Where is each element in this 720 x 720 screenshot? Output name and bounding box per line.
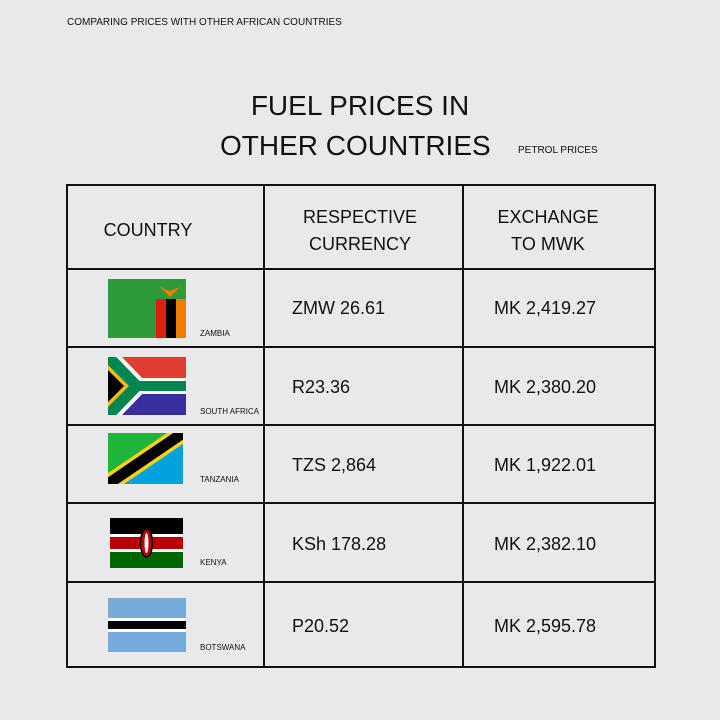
column-header: EXCHANGE TO MWK <box>497 207 599 254</box>
row-line <box>66 268 656 270</box>
row-line <box>66 424 656 426</box>
cell: MK 2,380.20 <box>494 377 597 397</box>
country-name: BOTSWANA <box>200 643 246 652</box>
flag <box>108 357 186 415</box>
column-line <box>263 184 265 668</box>
title: OTHER COUNTRIES <box>220 130 491 161</box>
country-name: TANZANIA <box>200 475 239 484</box>
country-name: SOUTH AFRICA <box>200 407 260 416</box>
country-name: KENYA <box>200 558 227 567</box>
cell: MK 2,419.27 <box>494 298 597 318</box>
cell: P20.52 <box>292 616 350 636</box>
column-header: COUNTRY <box>103 220 193 240</box>
column-header: RESPECTIVE CURRENCY <box>302 207 418 254</box>
cell: TZS 2,864 <box>292 455 377 475</box>
title: FUEL PRICES IN <box>250 90 470 121</box>
flag <box>108 598 186 652</box>
row-line <box>66 346 656 348</box>
country-name: ZAMBIA <box>200 329 230 338</box>
cell: ZMW 26.61 <box>292 298 386 318</box>
subtitle: PETROL PRICES <box>518 145 598 156</box>
table <box>66 184 656 668</box>
cell: KSh 178.28 <box>292 534 387 554</box>
cell: MK 2,595.78 <box>494 616 597 636</box>
row-line <box>66 581 656 583</box>
row-line <box>66 502 656 504</box>
flag <box>108 433 183 484</box>
cell: MK 2,382.10 <box>494 534 597 554</box>
caption: COMPARING PRICES WITH OTHER AFRICAN COUN… <box>67 17 342 28</box>
flag <box>108 279 186 338</box>
cell: R23.36 <box>292 377 351 397</box>
column-line <box>462 184 464 668</box>
cell: MK 1,922.01 <box>494 455 597 475</box>
flag <box>110 518 183 568</box>
